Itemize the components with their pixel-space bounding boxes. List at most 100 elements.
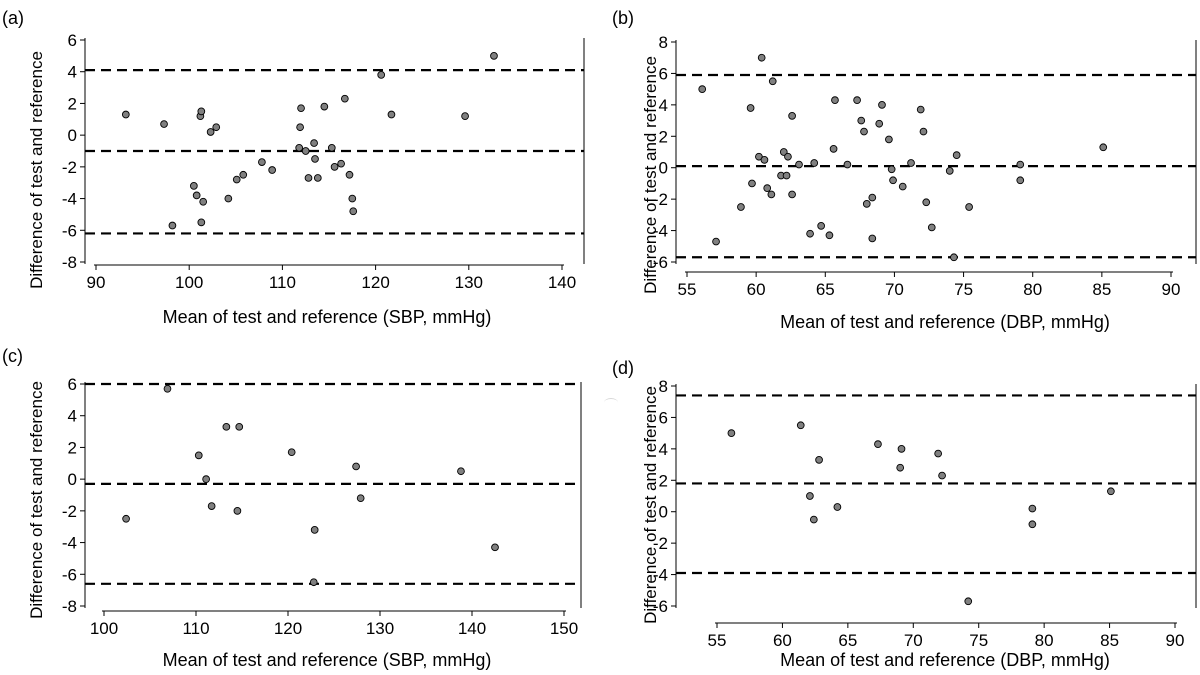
data-point xyxy=(1016,176,1025,185)
data-point xyxy=(304,174,313,182)
panel-label-d: (d) xyxy=(612,358,634,378)
panel-a: (a) Difference of test and reference Mea… xyxy=(2,8,585,327)
data-point xyxy=(356,494,365,503)
data-point xyxy=(874,440,882,448)
x-tick-label: 55 xyxy=(708,631,727,650)
y-tick-label: 6 xyxy=(68,31,77,50)
data-point xyxy=(1028,504,1037,513)
data-point xyxy=(295,143,304,152)
data-point xyxy=(746,104,755,112)
data-point xyxy=(857,116,866,125)
data-point xyxy=(297,104,305,113)
x-axis-label-b: Mean of test and reference (DBP, mmHg) xyxy=(780,312,1110,332)
data-point xyxy=(121,110,130,119)
x-tick-label: 90 xyxy=(1162,280,1181,299)
data-point xyxy=(197,107,206,116)
data-point xyxy=(922,198,931,207)
data-point xyxy=(377,71,386,79)
data-point xyxy=(320,102,329,111)
data-point xyxy=(767,190,776,199)
data-point xyxy=(862,200,871,208)
data-point xyxy=(817,222,825,230)
data-point xyxy=(815,456,823,464)
data-point xyxy=(1028,520,1037,529)
y-tick-label: -4 xyxy=(653,566,668,585)
data-point xyxy=(202,475,210,483)
data-point xyxy=(268,166,276,174)
data-point xyxy=(349,207,358,216)
data-point xyxy=(897,445,906,453)
data-point xyxy=(964,597,973,606)
data-point xyxy=(965,203,973,211)
data-point xyxy=(809,515,818,524)
data-point xyxy=(796,421,805,430)
x-tick-label: 150 xyxy=(550,619,578,638)
data-point xyxy=(222,422,231,431)
data-point xyxy=(757,53,766,62)
x-tick-label: 55 xyxy=(678,280,697,299)
data-point xyxy=(224,194,233,203)
x-tick-label: 70 xyxy=(904,631,923,650)
data-point xyxy=(199,197,208,206)
data-point xyxy=(927,223,936,232)
data-point xyxy=(296,123,304,132)
y-tick-label: -2 xyxy=(653,534,668,553)
data-point xyxy=(898,182,907,191)
y-tick-label: 0 xyxy=(68,126,77,145)
data-point xyxy=(950,253,958,262)
data-point xyxy=(829,145,838,153)
y-tick-label: 6 xyxy=(659,64,668,83)
data-point xyxy=(889,176,897,185)
x-tick-label: 140 xyxy=(458,619,486,638)
data-point xyxy=(348,194,357,203)
y-tick-label: -6 xyxy=(62,565,77,584)
data-point xyxy=(352,462,360,471)
data-point xyxy=(330,163,339,171)
x-tick-label: 120 xyxy=(361,273,389,292)
data-point xyxy=(190,182,198,190)
y-tick-label: -6 xyxy=(62,221,77,240)
x-tick-label: 70 xyxy=(885,280,904,299)
x-tick-label: 85 xyxy=(1092,280,1111,299)
y-tick-label: -4 xyxy=(62,190,77,209)
x-tick-label: 85 xyxy=(1100,631,1119,650)
x-tick-label: 75 xyxy=(954,280,973,299)
data-point xyxy=(239,170,248,179)
data-point xyxy=(788,112,796,120)
stray-mark xyxy=(604,398,618,407)
data-point xyxy=(194,451,203,460)
data-point xyxy=(233,507,242,515)
x-tick-label: 90 xyxy=(87,273,106,292)
data-point xyxy=(1016,160,1025,169)
data-point xyxy=(313,174,322,182)
data-point xyxy=(825,231,834,240)
x-tick-label: 65 xyxy=(838,631,857,650)
x-tick-label: 100 xyxy=(175,273,203,292)
y-tick-label: 2 xyxy=(68,94,77,113)
data-point xyxy=(163,384,172,393)
x-tick-label: 110 xyxy=(269,273,296,292)
y-tick-label: 8 xyxy=(659,377,668,396)
data-point xyxy=(885,135,893,144)
x-axis-label-d: Mean of test and reference (DBP, mmHg) xyxy=(780,650,1110,670)
data-point xyxy=(779,148,788,156)
x-tick-label: 90 xyxy=(1166,631,1185,650)
y-tick-label: -8 xyxy=(62,253,77,272)
data-point xyxy=(311,155,319,163)
panel-d: (d) Difference of test and reference Mea… xyxy=(612,358,1197,670)
data-point xyxy=(309,578,318,587)
data-point xyxy=(952,151,961,159)
y-tick-label: -2 xyxy=(62,502,77,521)
x-tick-label: 100 xyxy=(90,619,118,638)
y-tick-label: 2 xyxy=(659,471,668,490)
panel-c: (c) Difference of test and reference Mea… xyxy=(2,346,582,670)
data-point xyxy=(860,127,868,136)
data-point xyxy=(457,467,465,476)
data-point xyxy=(760,156,769,164)
panel-b: (b) Difference of test and reference Mea… xyxy=(612,8,1197,332)
data-point xyxy=(345,170,354,179)
data-point xyxy=(207,502,216,510)
data-point xyxy=(235,422,244,431)
data-point xyxy=(810,159,819,167)
y-tick-label: -4 xyxy=(62,534,77,553)
